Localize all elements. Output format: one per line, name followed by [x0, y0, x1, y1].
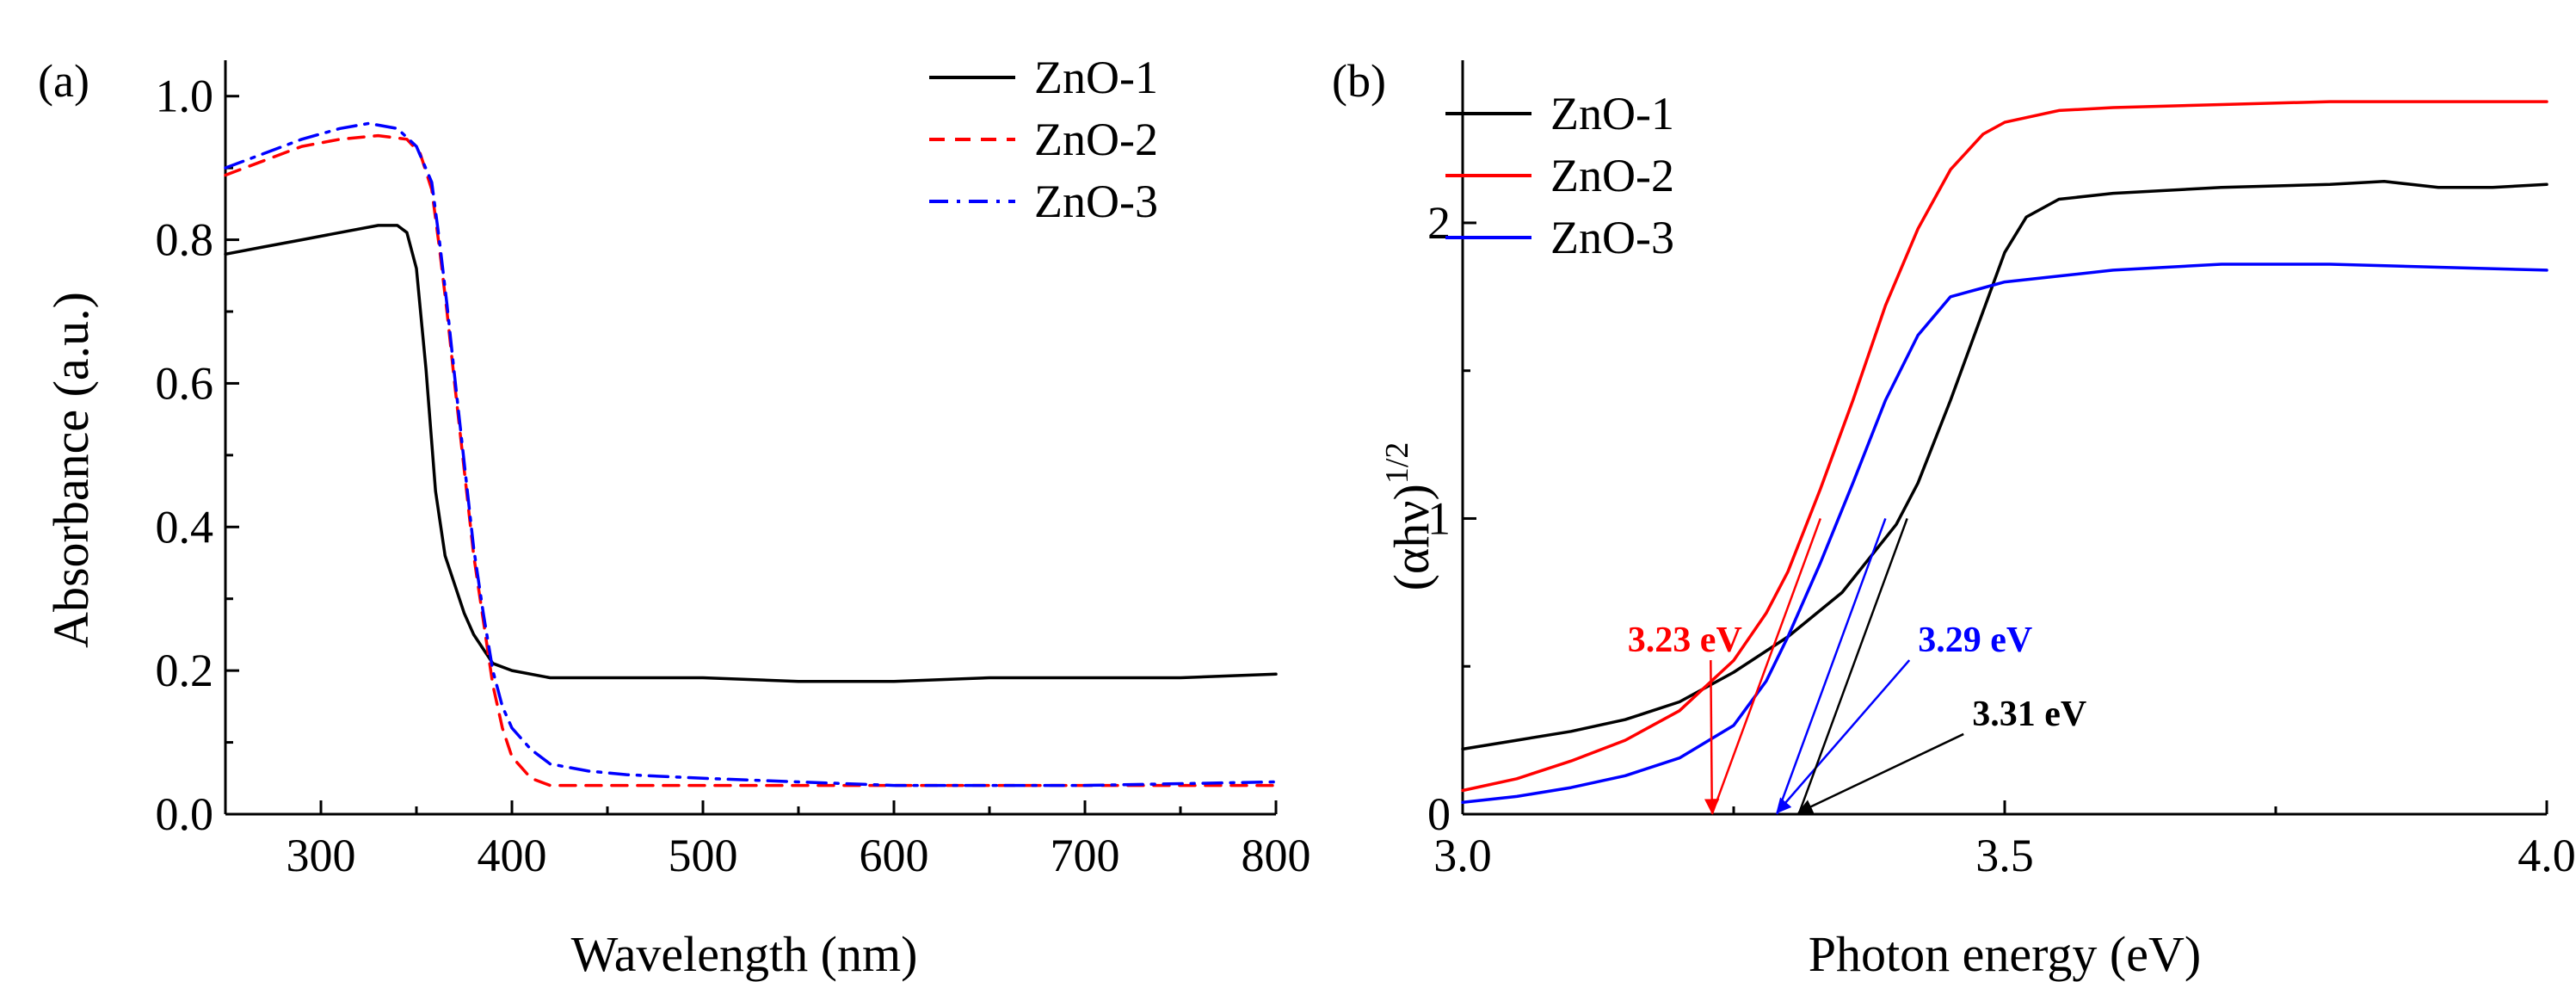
panel-b-series-zno-3 [1461, 262, 2548, 805]
panel-a-curves [224, 121, 1278, 787]
panel-b-annotations: 3.23 eV 3.29 eV 3.31 eV [1628, 518, 2086, 815]
panel-a-legend-label: ZnO-2 [1034, 114, 1158, 165]
panel-b-y-axis-title-main: (αhν) [1384, 484, 1439, 590]
panel-a-axes: 300 400 500 600 700 800 0.0 0.2 0.4 0.6 0.8 1.0 [156, 60, 1311, 881]
panel-b-annotation-label: 3.23 eV [1628, 621, 1742, 660]
panel-b-tauc-chart: (b) 3.0 3.5 4.0 0 1 2 3.23 eV 3.29 eV 3.31 eV Z… [1332, 55, 2576, 982]
panel-a-series-zno-3 [224, 121, 1278, 787]
panel-b-y-tick-label: 1 [1427, 492, 1451, 544]
panel-a-y-tick-label: 0.8 [156, 214, 214, 266]
panel-a-series-zno-1 [224, 224, 1278, 683]
panel-b-y-axis-title-sup: 1/2 [1379, 442, 1415, 485]
panel-a-legend-label: ZnO-1 [1034, 52, 1158, 103]
panel-b-legend-label: ZnO-1 [1550, 88, 1674, 139]
panel-a-y-tick-label: 0.2 [156, 645, 214, 696]
panel-a-x-axis-title: Wavelength (nm) [571, 926, 918, 982]
panel-a-series-zno-2 [224, 133, 1278, 787]
panel-a-x-tick-label: 800 [1242, 830, 1311, 881]
panel-b-x-tick-label: 3.0 [1433, 830, 1492, 881]
panel-a-x-tick-label: 300 [287, 830, 356, 881]
panel-a-x-tick-label: 500 [669, 830, 738, 881]
panel-b-x-tick-label: 3.5 [1975, 830, 2034, 881]
panel-b-tangent-line [1776, 518, 1887, 815]
panel-a-y-axis-title: Absorbance (a.u.) [43, 292, 99, 648]
panel-b-legend: ZnO-1 ZnO-2 ZnO-3 [1445, 88, 1674, 263]
panel-a-label: (a) [38, 55, 89, 107]
panel-b-label: (b) [1332, 55, 1386, 107]
panel-a-legend: ZnO-1 ZnO-2 ZnO-3 [929, 52, 1158, 227]
panel-b-legend-label: ZnO-3 [1550, 212, 1674, 263]
panel-b-y-axis-title: (αhν)1/2 [1379, 442, 1439, 591]
panel-a-y-tick-label: 1.0 [156, 71, 214, 122]
panel-b-annotation-label: 3.29 eV [1918, 621, 2032, 660]
panel-a-x-tick-label: 400 [478, 830, 547, 881]
panel-b-x-axis-title: Photon energy (eV) [1809, 926, 2201, 982]
panel-b-tangent-line [1797, 518, 1908, 815]
panel-b-x-tick-label: 4.0 [2517, 830, 2576, 881]
panel-a-y-tick-label: 0.4 [156, 501, 214, 553]
panel-b-y-tick-label: 0 [1427, 788, 1451, 840]
panel-b-curves [1461, 100, 2548, 805]
panel-b-axes: 3.0 3.5 4.0 0 1 2 [1427, 60, 2576, 881]
panel-b-series-zno-1 [1461, 180, 2548, 751]
panel-a-absorbance-chart: (a) 300 400 500 600 700 800 0.0 0.2 0.4 0.6 0.8 1.0… [38, 52, 1311, 982]
panel-b-series-zno-2 [1461, 100, 2548, 793]
panel-a-y-tick-label: 0.0 [156, 788, 214, 840]
panel-b-annotation-arrow [1704, 660, 1720, 814]
panel-b-y-tick-label: 2 [1427, 197, 1451, 249]
panel-b-tangent-line [1710, 518, 1821, 815]
panel-a-x-tick-label: 700 [1051, 830, 1120, 881]
panel-b-annotation-label: 3.31 eV [1972, 695, 2086, 734]
panel-a-x-tick-label: 600 [860, 830, 929, 881]
panel-a-y-tick-label: 0.6 [156, 357, 214, 409]
panel-a-legend-label: ZnO-3 [1034, 176, 1158, 227]
panel-b-legend-label: ZnO-2 [1550, 150, 1674, 201]
panel-b-annotation-arrow [1776, 659, 1911, 814]
panel-b-annotation-arrow [1797, 732, 1964, 814]
